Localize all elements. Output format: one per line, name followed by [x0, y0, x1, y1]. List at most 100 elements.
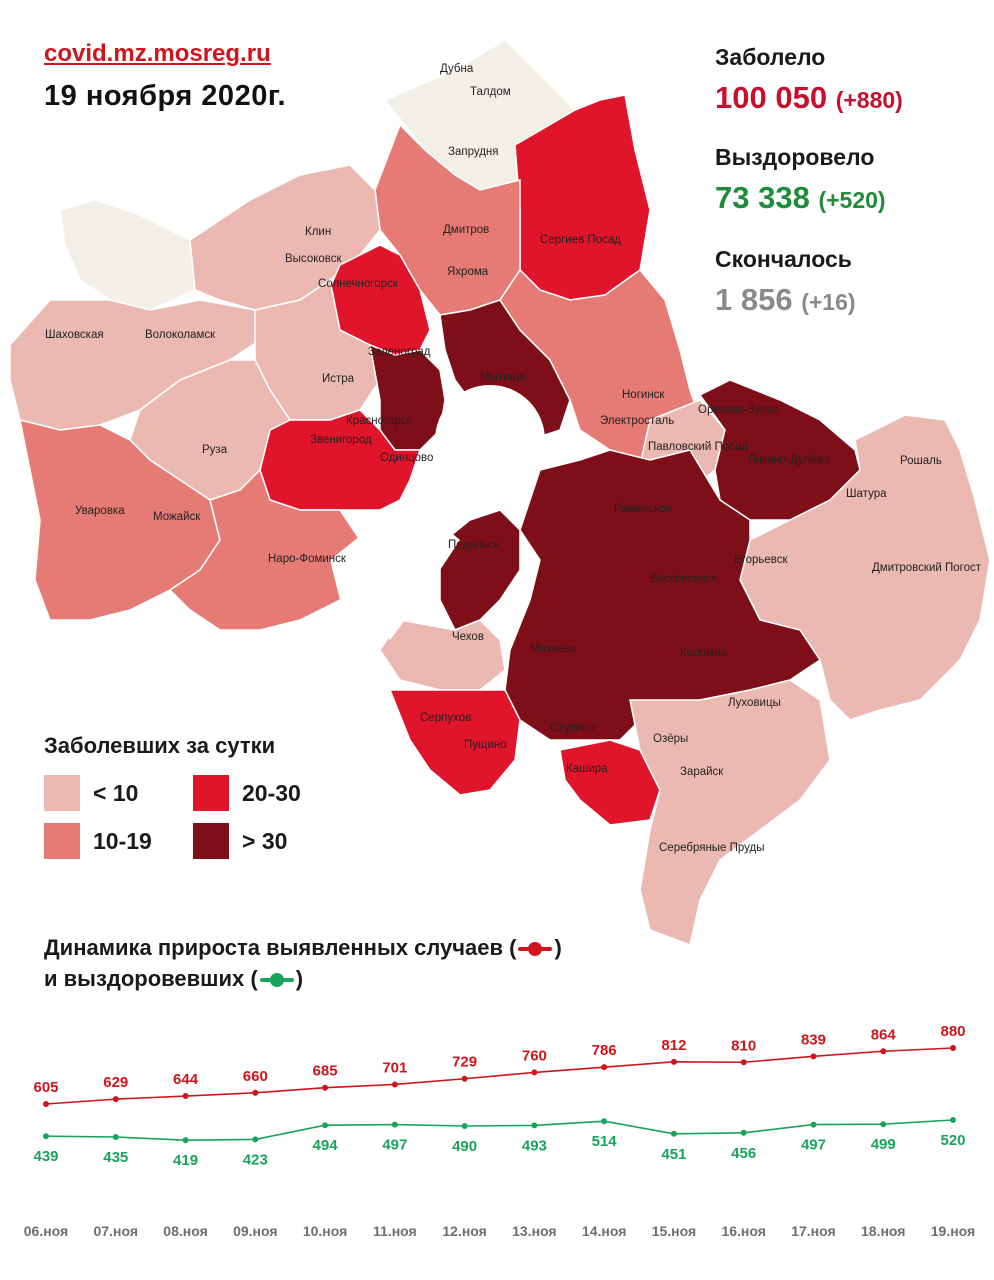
legend-label-gt30: > 30	[242, 828, 288, 854]
died-label: Скончалось	[715, 246, 852, 272]
x-tick-label: 07.ноя	[94, 1223, 138, 1239]
map-label: Дмитровский Погост	[872, 562, 982, 574]
map-label: Клин	[305, 226, 331, 238]
legend-title: Заболевших за сутки	[44, 733, 276, 758]
data-label-1-9: 451	[661, 1146, 686, 1163]
sick-value: 100 050	[715, 80, 828, 115]
data-point-1-4	[322, 1122, 329, 1129]
data-label-1-11: 497	[801, 1137, 826, 1154]
recovered-label: Выздоровело	[715, 144, 875, 170]
map-label: Красногорск	[346, 415, 412, 427]
recovered-value-block: 73 338 (+520)	[715, 180, 886, 216]
map-label: Дубна	[440, 63, 474, 75]
map-label: Ногинск	[622, 389, 665, 401]
data-label-1-1: 435	[103, 1149, 128, 1166]
map-label: Наро-Фоминск	[268, 553, 347, 565]
data-label-1-12: 499	[871, 1136, 896, 1153]
data-label-0-3: 660	[243, 1068, 268, 1085]
data-point-1-11	[810, 1121, 817, 1128]
district-shatura[interactable]	[739, 414, 991, 721]
recovered-line-marker-icon	[259, 973, 294, 988]
map-label: Луховицы	[728, 697, 781, 709]
dynamics-title-text2: и выздоровевших (	[44, 966, 258, 991]
x-tick-label: 13.ноя	[512, 1223, 556, 1239]
x-tick-label: 15.ноя	[652, 1223, 696, 1239]
data-label-1-2: 419	[173, 1152, 198, 1169]
map-label: Яхрома	[447, 266, 489, 278]
district-kashira[interactable]	[559, 739, 661, 826]
dynamics-title-text1: Динамика прироста выявленных случаев (	[44, 935, 517, 960]
district-zaraysk[interactable]	[629, 679, 831, 947]
dynamics-close-paren2: )	[295, 966, 304, 991]
data-point-0-7	[531, 1069, 538, 1076]
data-label-0-13: 880	[940, 1023, 965, 1040]
data-point-1-10	[740, 1129, 747, 1136]
map-label: Уваровка	[75, 505, 125, 517]
data-point-1-13	[950, 1117, 956, 1123]
legend-swatch-lt10	[44, 775, 80, 811]
map-label: Сергиев Посад	[540, 234, 621, 246]
data-label-1-13: 520	[940, 1132, 965, 1149]
legend-swatch-gt30	[193, 823, 229, 859]
data-label-0-0: 605	[33, 1079, 58, 1096]
recovered-delta: (+520)	[818, 187, 886, 213]
district-serpukhov[interactable]	[388, 689, 521, 796]
data-point-0-2	[182, 1093, 189, 1100]
recovered-value: 73 338	[715, 180, 810, 215]
map-districts	[9, 39, 991, 947]
map-label: Запрудня	[448, 146, 499, 158]
map-label: Дмитров	[443, 224, 489, 236]
data-label-1-3: 423	[243, 1151, 268, 1168]
sick-label: Заболело	[715, 44, 826, 70]
data-point-1-9	[670, 1130, 677, 1137]
data-point-0-6	[461, 1075, 468, 1082]
data-point-1-12	[880, 1121, 887, 1128]
data-point-0-3	[252, 1089, 259, 1096]
map-label: Истра	[322, 373, 355, 385]
dynamics-close-paren1: )	[554, 935, 562, 960]
source-link[interactable]: covid.mz.mosreg.ru	[44, 40, 271, 67]
map-label: Звенигород	[310, 434, 372, 446]
map-label: Серпухов	[420, 712, 471, 724]
data-point-0-13	[950, 1045, 956, 1051]
data-point-0-11	[810, 1053, 817, 1060]
map-label: Зарайск	[680, 766, 724, 778]
district-podolsk[interactable]	[439, 509, 521, 631]
x-tick-label: 18.ноя	[861, 1223, 905, 1239]
map-label: Ликино-Дулёво	[748, 454, 829, 466]
district-chekhov[interactable]	[379, 619, 506, 691]
x-tick-label: 19.ноя	[931, 1223, 975, 1239]
map-label: Раменское	[614, 503, 672, 515]
district-klin-northwest[interactable]	[59, 199, 196, 311]
data-label-1-10: 456	[731, 1145, 756, 1162]
map-label: Руза	[202, 444, 228, 456]
data-point-0-9	[670, 1058, 677, 1065]
x-tick-label: 10.ноя	[303, 1223, 347, 1239]
data-point-1-2	[182, 1137, 189, 1144]
x-tick-label: 09.ноя	[233, 1223, 277, 1239]
series-line-1	[45, 1119, 954, 1142]
data-label-0-12: 864	[871, 1026, 897, 1043]
dynamics-title-line1: Динамика прироста выявленных случаев ()	[44, 935, 562, 961]
x-tick-label: 12.ноя	[442, 1223, 486, 1239]
dynamics-chart: 605 629 644 660 685 701 729 760 786 812 810 839 864 8…	[24, 1023, 975, 1239]
data-point-0-10	[740, 1059, 747, 1066]
died-value: 1 856	[715, 282, 793, 317]
data-label-1-5: 497	[382, 1137, 407, 1154]
data-point-0-1	[112, 1096, 119, 1103]
map-label: Высоковск	[285, 253, 342, 265]
map-label: Можайск	[153, 511, 201, 523]
map-label: Мытищи	[480, 371, 525, 383]
map-label: Шаховская	[45, 329, 104, 341]
map-label: Озёры	[653, 733, 688, 745]
map-label: Кашира	[566, 763, 608, 775]
map-label: Михнево	[530, 643, 577, 655]
x-tick-label: 06.ноя	[24, 1223, 68, 1239]
data-label-0-11: 839	[801, 1031, 826, 1048]
legend-label-20-30: 20-30	[242, 780, 301, 806]
region-map: Дубна Талдом Запрудня Клин Высоковск Дмитров Я…	[9, 39, 991, 947]
map-label: Воскресенск	[650, 573, 718, 585]
data-label-0-4: 685	[313, 1063, 338, 1080]
map-label: Волоколамск	[145, 329, 216, 341]
map-label: Ступино	[550, 722, 595, 734]
